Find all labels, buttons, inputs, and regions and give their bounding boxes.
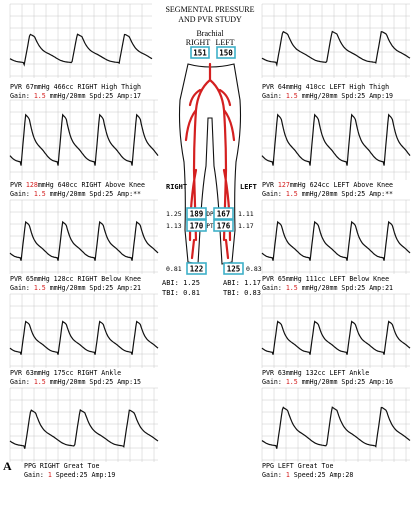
panel-left-above-knee [261,99,411,180]
tbi-left-side-value: 0.83 [246,265,262,273]
panel-right-ankle [9,293,159,368]
caption-left-below-knee: PVR 65mmHg 111cc LEFT Below Knee [262,275,389,283]
caption-right-ankle: PVR 63mmHg 175cc RIGHT Ankle [10,369,121,377]
waveform-right-above-knee [9,113,159,166]
toe-left-box [223,262,244,275]
toe-right-pressure: 122 [190,265,204,274]
gain-right-great-toe: Gain: 1 Speed:25 Amp:19 [24,471,115,479]
brachial-label: Brachial [196,29,224,38]
brachial-right-header: RIGHT [186,38,211,47]
caption-right-below-knee: PVR 65mmHg 128cc RIGHT Below Knee [10,275,141,283]
brachial-right-pressure: 151 [193,49,207,58]
waveform-left-below-knee [261,220,411,261]
waveform-left-above-knee [261,113,411,166]
legs-outline [178,63,242,265]
dp-left-box [213,207,234,220]
pt-right-pressure: 170 [190,222,204,231]
gain-left-above-knee: Gain: 1.5 mmHg/20mm Spd:25 Amp:** [262,190,393,198]
waveform-right-great-toe [9,409,159,449]
waveform-left-great-toe [261,406,411,449]
tbi-right-side-value: 0.81 [166,265,182,273]
right-abi-summary: ABI: 1.25 [162,279,200,287]
abi-dp-right: 1.25 [166,210,182,218]
panel-left-below-knee [261,199,411,274]
gain-left-great-toe: Gain: 1 Speed:25 Amp:28 [262,471,353,479]
panel-right-above-knee [9,99,159,180]
panel-frame [10,0,150,78]
brachial-left-header: LEFT [215,38,234,47]
waveform-left-high-thigh [261,30,411,67]
panel-left-ankle [261,293,411,368]
abi-dp-left: 1.11 [238,210,254,218]
dp-right-pressure: 189 [190,210,204,219]
brachial-right-box [190,46,210,59]
pt-label: PT [206,223,214,230]
toe-right-box [186,262,207,275]
caption-left-ankle: PVR 63mmHg 132cc LEFT Ankle [262,369,369,377]
waveform-right-below-knee [9,220,159,261]
caption-left-great-toe: PPG LEFT Great Toe [262,462,333,470]
waveform-right-ankle [9,320,159,355]
brachial-left-pressure: 150 [219,49,233,58]
left-abi-summary: ABI: 1.17 [223,279,261,287]
caption-left-above-knee: PVR 127mmHg 624cc LEFT Above Knee [262,181,393,189]
dp-left-pressure: 167 [217,210,231,219]
caption-right-high-thigh: PVR 67mmHg 466cc RIGHT High Thigh [10,83,141,91]
brachial-left-box [216,46,236,59]
caption-right-great-toe: PPG RIGHT Great Toe [24,462,99,470]
panel-right-high-thigh [9,0,153,78]
abi-pt-right: 1.13 [166,222,182,230]
figure-label: A [3,459,12,473]
caption-left-high-thigh: PVR 64mmHg 410cc LEFT High Thigh [262,83,389,91]
panel-right-great-toe [9,387,159,462]
report-title-line2: AND PVR STUDY [178,15,242,24]
gain-right-high-thigh: Gain: 1.5 mmHg/20mm Spd:25 Amp:17 [10,92,141,100]
gain-right-below-knee: Gain: 1.5 mmHg/20mm Spd:25 Amp:21 [10,284,141,292]
waveform-right-high-thigh [9,33,153,67]
panel-left-great-toe [261,387,411,462]
panel-right-below-knee [9,199,159,274]
gain-left-below-knee: Gain: 1.5 mmHg/20mm Spd:25 Amp:21 [262,284,393,292]
toe-left-pressure: 125 [227,265,241,274]
leg-left-label: LEFT [240,183,257,191]
caption-right-above-knee: PVR 128mmHg 640cc RIGHT Above Knee [10,181,145,189]
gain-left-ankle: Gain: 1.5 mmHg/20mm Spd:25 Amp:16 [262,378,393,386]
pt-left-pressure: 176 [217,222,231,231]
dp-right-box [186,207,207,220]
leg-right-label: RIGHT [166,183,187,191]
legs-diagram [178,62,242,265]
dp-label: DP [206,211,214,218]
pt-right-box [186,219,207,232]
gain-right-above-knee: Gain: 1.5 mmHg/20mm Spd:25 Amp:** [10,190,141,198]
report-title-line1: SEGMENTAL PRESSURE [165,5,254,14]
waveform-left-ankle [261,320,411,355]
pt-left-box [213,219,234,232]
right-tbi-summary: TBI: 0.81 [162,289,200,297]
gain-left-high-thigh: Gain: 1.5 mmHg/20mm Spd:25 Amp:19 [262,92,393,100]
gain-right-ankle: Gain: 1.5 mmHg/20mm Spd:25 Amp:15 [10,378,141,386]
artery-tree [184,62,236,260]
left-tbi-summary: TBI: 0.83 [223,289,261,297]
panel-left-high-thigh [261,3,411,78]
abi-pt-left: 1.17 [238,222,254,230]
